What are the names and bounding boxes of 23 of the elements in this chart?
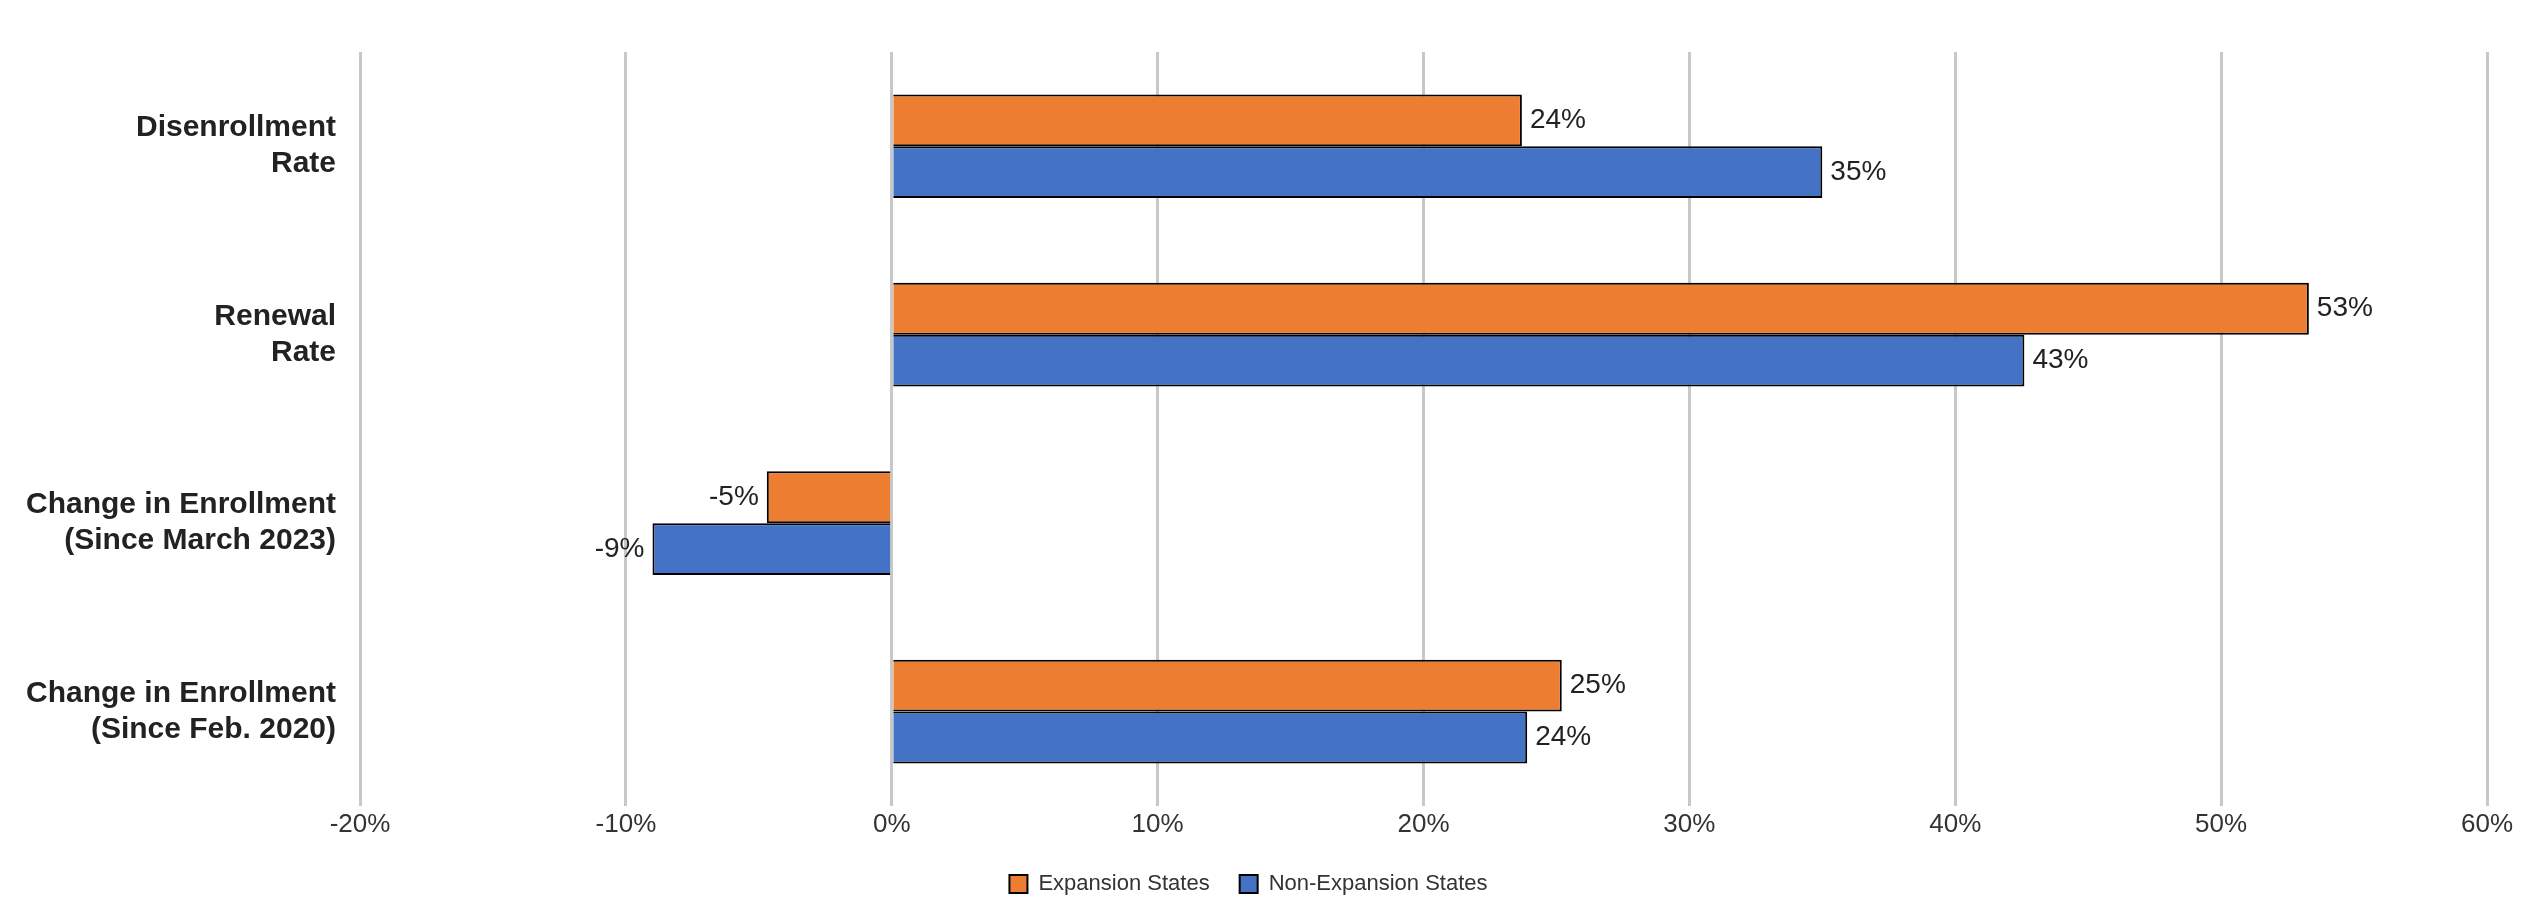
x-tick-label: -20% [329, 807, 391, 838]
y-tick-label: Change in Enrollment (Since March 2023) [25, 486, 337, 556]
data-label: -9% [594, 531, 645, 563]
y-tick-label: Renewal Rate [214, 297, 337, 367]
x-tick-label: 60% [2460, 807, 2514, 838]
legend-label: Non-Expansion States [1268, 870, 1488, 896]
x-tick-label: 40% [1929, 807, 1982, 838]
data-label: 24% [1529, 103, 1586, 135]
legend-label: Expansion States [1038, 870, 1210, 896]
data-label: 25% [1569, 668, 1626, 700]
y-tick-label: Change in Enrollment (Since Feb. 2020) [25, 674, 337, 744]
x-tick-label: 0% [872, 807, 911, 838]
data-label: 53% [2316, 291, 2373, 323]
data-label: -5% [709, 479, 759, 511]
x-tick-label: 20% [1397, 807, 1450, 838]
y-tick-label: Disenrollment Rate [135, 109, 337, 179]
x-tick-label: 10% [1131, 807, 1184, 838]
data-label: 35% [1830, 154, 1887, 186]
x-tick-label: -10% [595, 807, 657, 838]
x-tick-label: 50% [2195, 807, 2248, 838]
x-tick-label: 30% [1663, 807, 1716, 838]
data-label: 24% [1535, 720, 1592, 752]
data-label: 43% [2032, 343, 2089, 375]
